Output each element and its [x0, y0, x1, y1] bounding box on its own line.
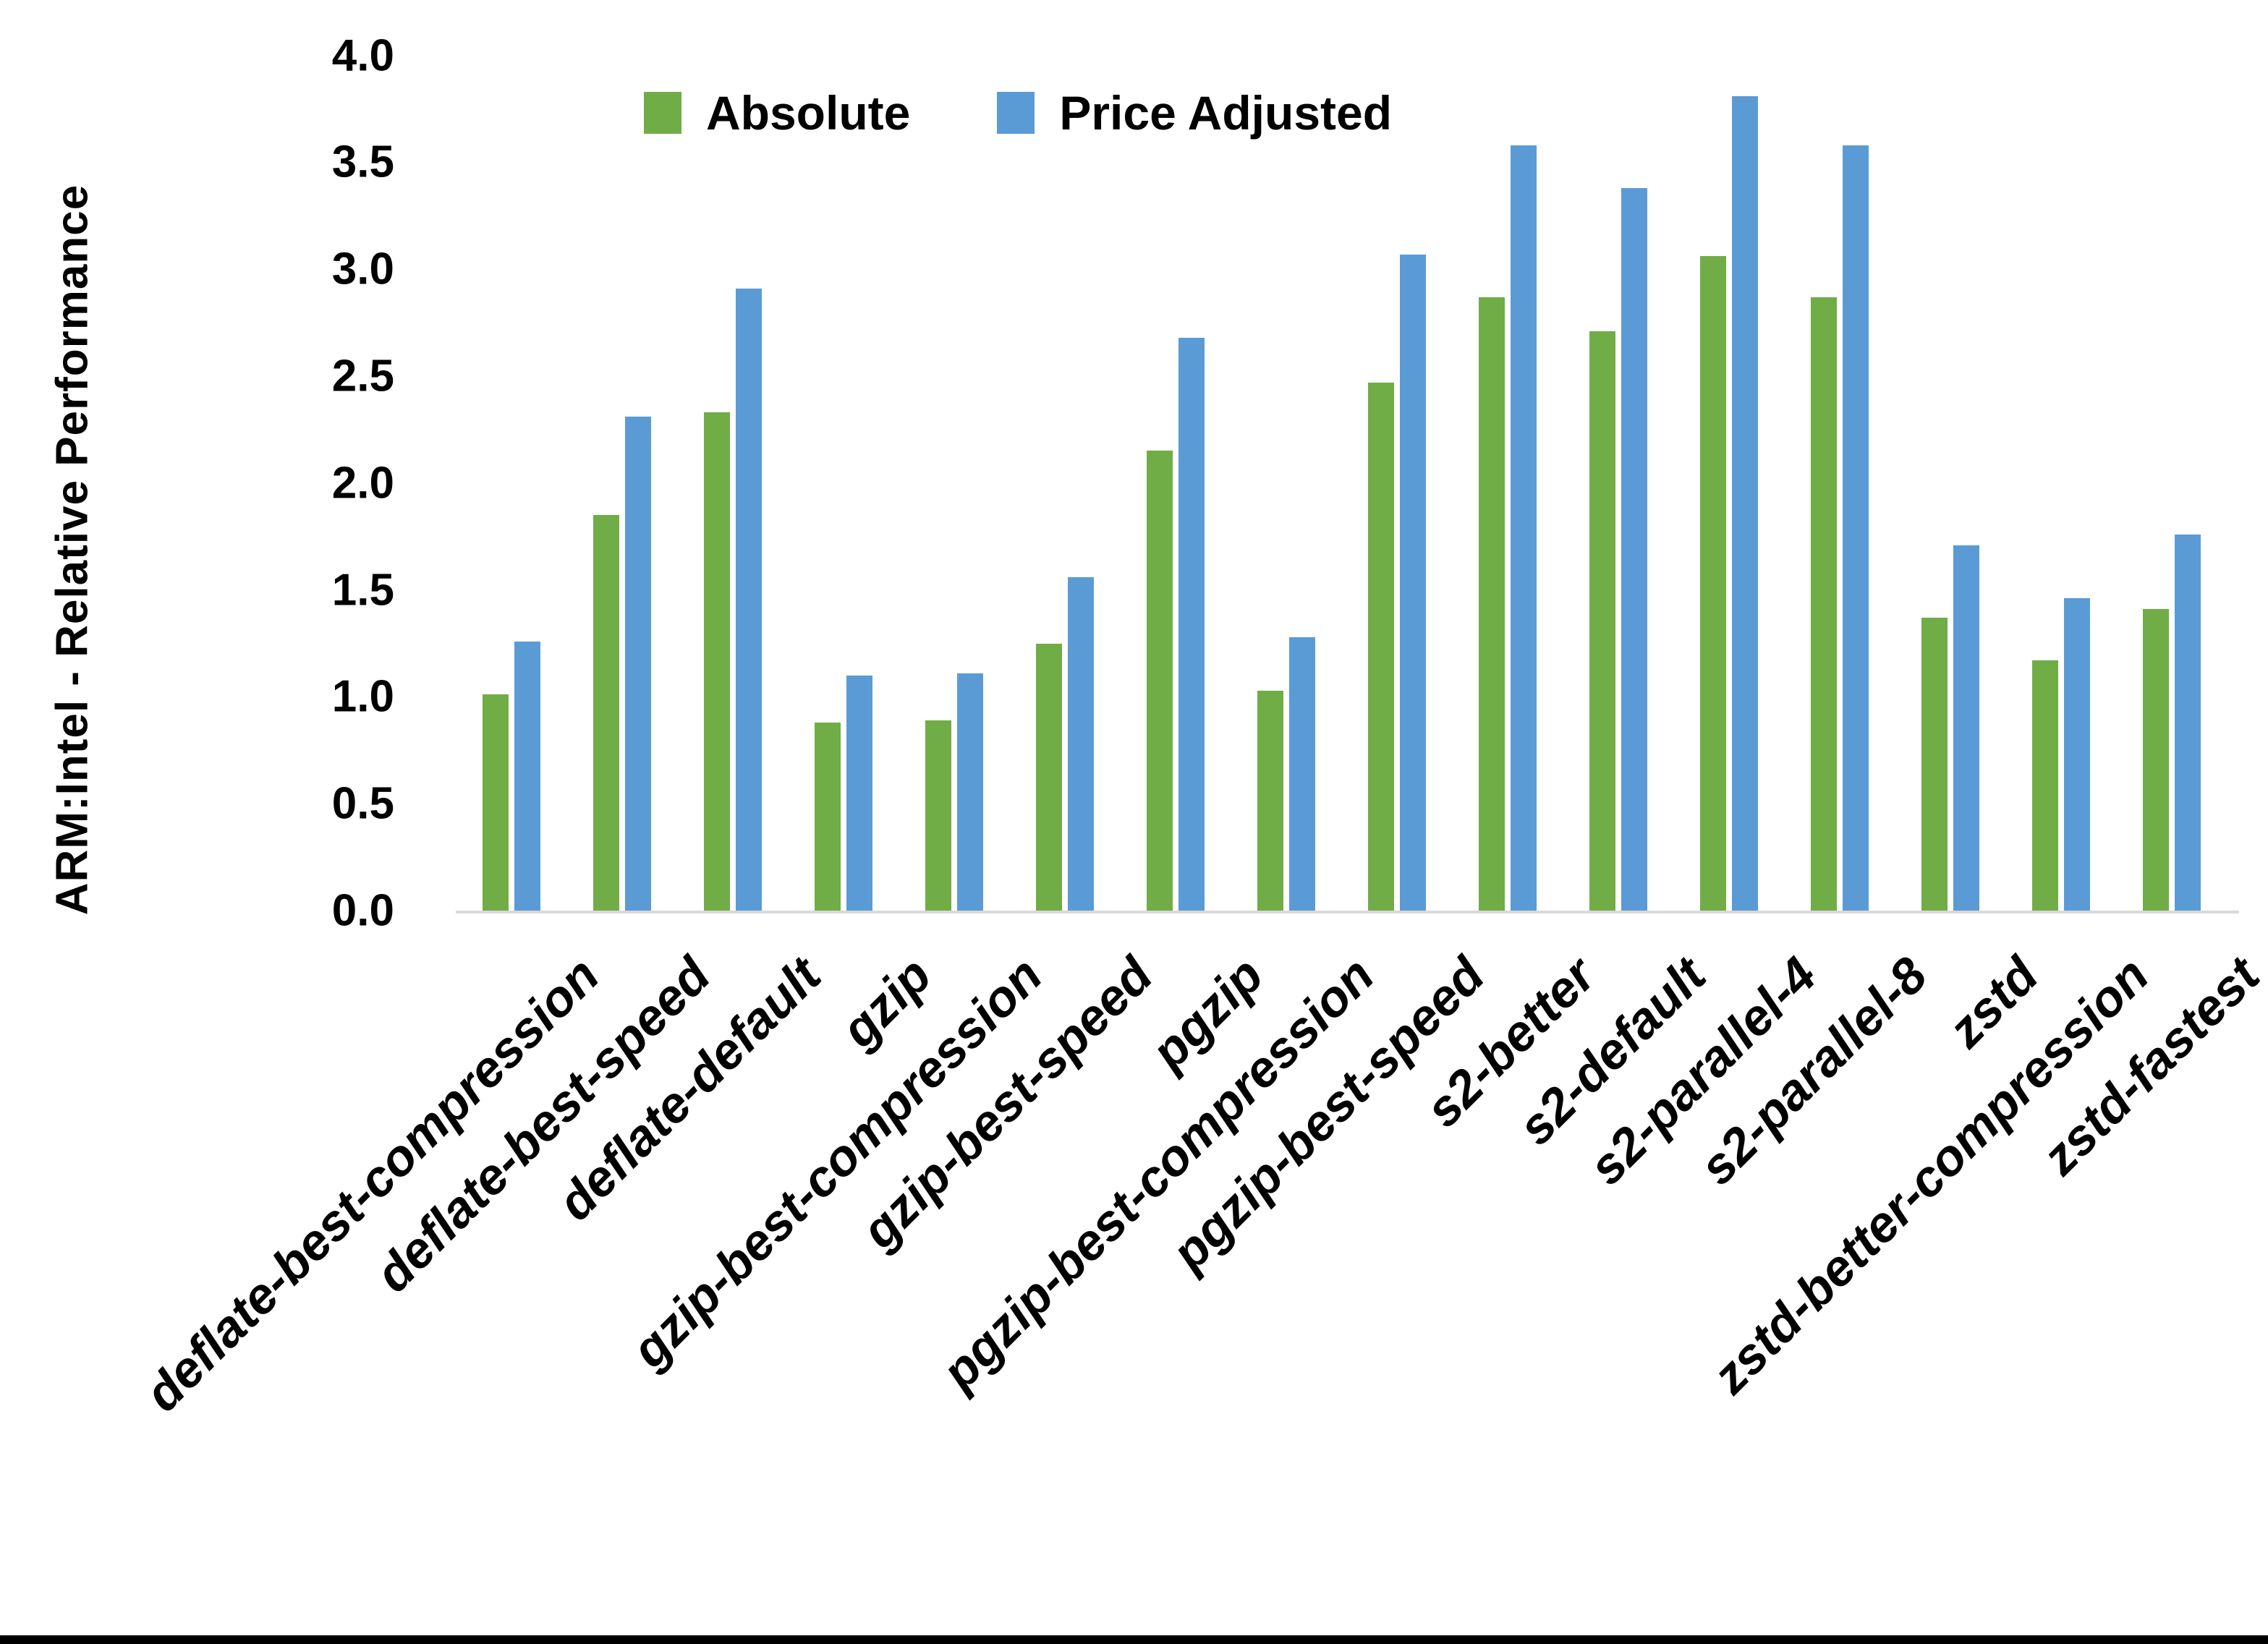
bar-absolute-s2-default [1589, 331, 1615, 911]
bar-price-adjusted-zstd [1953, 545, 1979, 911]
legend-swatch-icon [644, 92, 681, 134]
bar-absolute-gzip-best-compression [925, 720, 951, 911]
legend-label: Price Adjusted [1059, 86, 1393, 140]
bar-price-adjusted-deflate-best-compression [514, 641, 540, 911]
y-tick-label: 0.5 [331, 778, 394, 829]
y-tick-label: 4.0 [331, 30, 394, 81]
x-axis-line [456, 911, 2239, 913]
bar-absolute-zstd-better-compression [2032, 660, 2058, 911]
bar-absolute-s2-better [1479, 297, 1505, 911]
bar-price-adjusted-pgzip-best-compression [1289, 636, 1315, 911]
bar-absolute-s2-parallel-8 [1811, 297, 1837, 911]
bar-price-adjusted-deflate-default [736, 288, 762, 911]
bar-absolute-zstd [1921, 618, 1948, 911]
legend-swatch-icon [997, 92, 1035, 134]
bar-price-adjusted-s2-parallel-8 [1843, 145, 1869, 911]
bar-price-adjusted-gzip-best-compression [957, 673, 983, 911]
bar-absolute-pgzip [1147, 451, 1173, 911]
y-tick-label: 2.0 [331, 458, 394, 508]
bar-absolute-gzip [815, 722, 841, 911]
y-axis-title: ARM:Intel - Relative Performance [47, 184, 98, 916]
bottom-border-bar [0, 1635, 2268, 1644]
bar-absolute-gzip-best-speed [1036, 643, 1062, 911]
y-tick-label: 0.0 [331, 885, 394, 936]
y-tick-label: 1.0 [331, 671, 394, 722]
bar-absolute-pgzip-best-speed [1368, 382, 1394, 911]
y-tick-label: 2.5 [331, 351, 394, 401]
bar-price-adjusted-s2-better [1511, 145, 1537, 911]
bar-price-adjusted-deflate-best-speed [625, 417, 651, 911]
bar-price-adjusted-s2-parallel-4 [1732, 95, 1758, 911]
x-tick-label-deflate-best-compression: deflate-best-compression [134, 946, 610, 1423]
bar-absolute-deflate-default [704, 412, 730, 911]
legend-item-price-adjusted: Price Adjusted [997, 85, 1392, 140]
y-tick-label: 3.5 [331, 137, 394, 187]
legend-label: Absolute [706, 86, 911, 140]
bar-price-adjusted-pgzip-best-speed [1400, 254, 1426, 911]
bar-price-adjusted-gzip [846, 675, 872, 911]
bar-price-adjusted-zstd-better-compression [2064, 598, 2090, 911]
legend: Absolute Price Adjusted [644, 85, 1392, 140]
bar-absolute-deflate-best-compression [483, 694, 509, 911]
bar-absolute-deflate-best-speed [593, 515, 619, 911]
y-tick-label: 1.5 [331, 565, 394, 616]
bar-absolute-zstd-fastest [2143, 609, 2169, 911]
bar-price-adjusted-pgzip [1178, 337, 1205, 911]
y-tick-label: 3.0 [331, 244, 394, 294]
bar-absolute-s2-parallel-4 [1700, 256, 1726, 911]
bar-price-adjusted-zstd-fastest [2175, 534, 2201, 911]
bar-price-adjusted-gzip-best-speed [1068, 576, 1094, 911]
bar-absolute-pgzip-best-compression [1257, 690, 1283, 911]
bar-price-adjusted-s2-default [1621, 187, 1647, 911]
legend-item-absolute: Absolute [644, 85, 910, 140]
